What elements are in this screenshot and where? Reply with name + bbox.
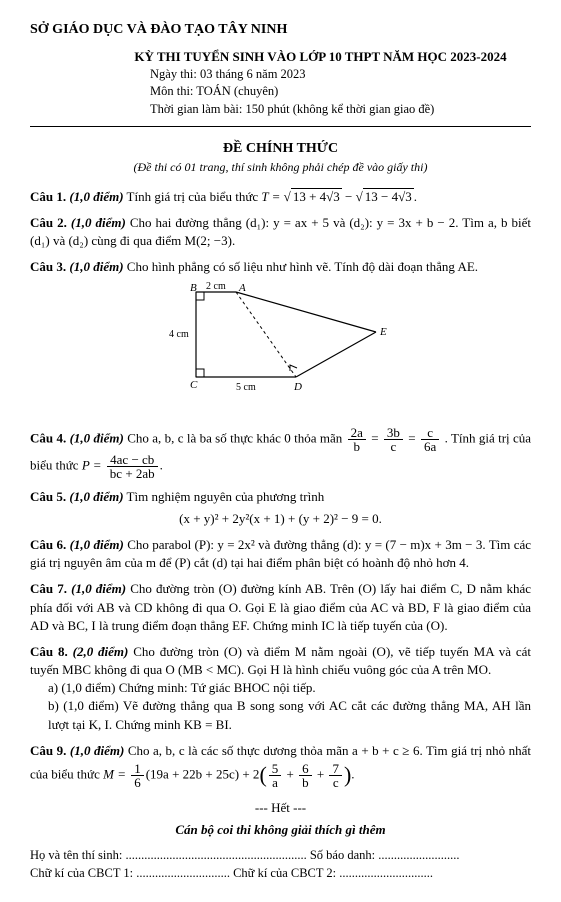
sig2: Chữ kí của CBCT 2: .....................… [233, 866, 433, 880]
question-8: Câu 8. (2,0 điểm) Cho đường tròn (O) và … [30, 643, 531, 734]
q9-t2: 6b [299, 762, 312, 789]
svg-text:A: A [238, 282, 246, 294]
svg-text:E: E [379, 326, 387, 338]
exam-date: Ngày thi: 03 tháng 6 năm 2023 [150, 66, 531, 84]
divider [30, 126, 531, 127]
footer-note: Cán bộ coi thi không giải thích gì thêm [30, 821, 531, 839]
question-5: Câu 5. (1,0 điểm) Tìm nghiệm nguyên của … [30, 488, 531, 528]
q1-T: T = [261, 189, 283, 204]
q3-points: (1,0 điểm) [69, 259, 123, 274]
svg-text:C: C [190, 379, 198, 391]
q1-rad2: 13 − 4√3 [363, 188, 414, 204]
q4-points: (1,0 điểm) [70, 430, 124, 445]
q6-points: (1,0 điểm) [70, 537, 124, 552]
q7-label: Câu 7. [30, 581, 67, 596]
q1-label: Câu 1. [30, 189, 66, 204]
q4-frac1: 2ab [348, 426, 366, 453]
q1-points: (1,0 điểm) [69, 189, 123, 204]
end-marker: --- Hết --- [30, 799, 531, 817]
svg-text:2 cm: 2 cm [206, 282, 226, 292]
exam-title: KỲ THI TUYỂN SINH VÀO LỚP 10 THPT NĂM HỌ… [110, 48, 531, 66]
q9-dot: . [351, 766, 354, 781]
candidate-name: Họ và tên thí sinh: ....................… [30, 848, 307, 862]
q9-frac-sixth: 16 [131, 762, 144, 789]
exam-duration: Thời gian làm bài: 150 phút (không kể th… [150, 101, 531, 119]
svg-text:5 cm: 5 cm [236, 382, 256, 393]
q5-equation: (x + y)² + 2y²(x + 1) + (y + 2)² − 9 = 0… [30, 510, 531, 528]
q4-P-frac: 4ac − cbbc + 2ab [107, 453, 158, 480]
q5-text: Tìm nghiệm nguyên của phương trình [127, 489, 325, 504]
q9-points: (1,0 điểm) [70, 743, 124, 758]
q6-label: Câu 6. [30, 537, 66, 552]
question-9: Câu 9. (1,0 điểm) Cho a, b, c là các số … [30, 742, 531, 791]
geometry-diagram: B A C D E 2 cm 4 cm 5 cm [30, 282, 531, 417]
svg-text:B: B [190, 282, 197, 294]
q4-P: P = [82, 457, 105, 472]
official-label: ĐỀ CHÍNH THỨC [30, 139, 531, 159]
question-1: Câu 1. (1,0 điểm) Tính giá trị của biểu … [30, 188, 531, 206]
q3-label: Câu 3. [30, 259, 66, 274]
q9-paren1: (19a + 22b + 25c) [146, 766, 239, 781]
q5-label: Câu 5. [30, 489, 66, 504]
q9-t1: 5a [269, 762, 282, 789]
q2-points: (1,0 điểm) [71, 215, 126, 230]
org-header: SỞ GIÁO DỤC VÀ ĐÀO TẠO TÂY NINH [30, 20, 531, 40]
q4-frac3: c6a [421, 426, 439, 453]
q1-text: Tính giá trị của biểu thức [127, 189, 262, 204]
q1-minus: − [345, 189, 356, 204]
q1-rad1: 13 + 4√3 [291, 188, 342, 204]
exam-subject: Môn thi: TOÁN (chuyên) [150, 83, 531, 101]
sig1: Chữ kí của CBCT 1: .....................… [30, 866, 230, 880]
q4-frac2: 3bc [384, 426, 403, 453]
q1-dot: . [414, 189, 417, 204]
q5-points: (1,0 điểm) [69, 489, 123, 504]
q4-label: Câu 4. [30, 430, 66, 445]
question-3: Câu 3. (1,0 điểm) Cho hình phẳng có số l… [30, 258, 531, 276]
q9-label: Câu 9. [30, 743, 66, 758]
q4-dot: . [160, 457, 163, 472]
question-2: Câu 2. (1,0 điểm) Cho hai đường thẳng (d… [30, 214, 531, 250]
svg-text:4 cm: 4 cm [169, 329, 189, 340]
svg-text:D: D [293, 381, 302, 393]
q8-label: Câu 8. [30, 644, 68, 659]
signature-block: Họ và tên thí sinh: ....................… [30, 847, 531, 882]
question-7: Câu 7. (1,0 điểm) Cho đường tròn (O) đườ… [30, 580, 531, 635]
q2-label: Câu 2. [30, 215, 67, 230]
question-4: Câu 4. (1,0 điểm) Cho a, b, c là ba số t… [30, 426, 531, 480]
q9-t3: 7c [329, 762, 342, 789]
q8-b: b) (1,0 điểm) Vẽ đường thẳng qua B song … [48, 697, 531, 733]
q9-plus: + 2 [239, 766, 259, 781]
q7-points: (1,0 điểm) [71, 581, 126, 596]
q9-M: M = [103, 766, 129, 781]
q4-text1: Cho a, b, c là ba số thực khác 0 thỏa mã… [127, 430, 345, 445]
official-note: (Đề thi có 01 trang, thí sinh không phải… [30, 159, 531, 176]
q3-text: Cho hình phẳng có số liệu như hình vẽ. T… [127, 259, 478, 274]
sbd: Số báo danh: .......................... [310, 848, 460, 862]
question-6: Câu 6. (1,0 điểm) Cho parabol (P): y = 2… [30, 536, 531, 572]
q8-a: a) (1,0 điểm) Chứng minh: Tứ giác BHOC n… [48, 679, 531, 697]
q8-points: (2,0 điểm) [73, 644, 129, 659]
